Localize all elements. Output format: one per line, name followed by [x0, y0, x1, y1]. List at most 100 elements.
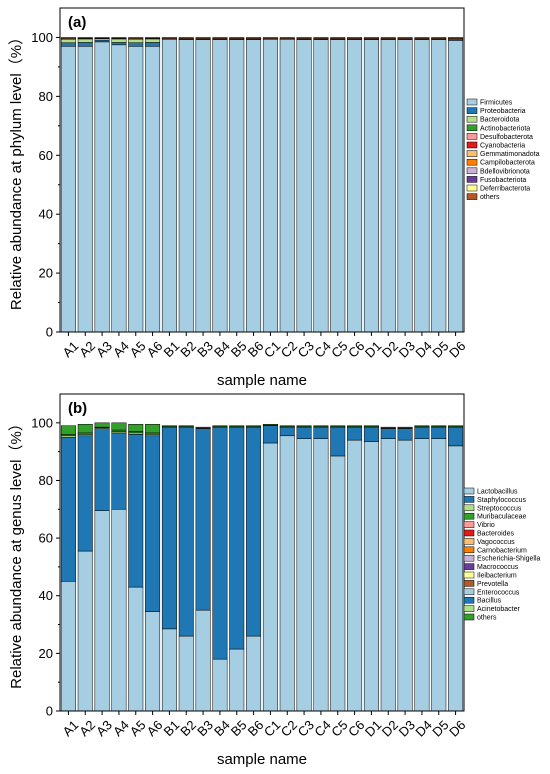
bar-segment-D6-0	[448, 40, 464, 333]
bar-segment-A4-2	[111, 38, 127, 43]
bar-segment-D1-0	[363, 39, 379, 333]
legend-swatch-5	[466, 141, 478, 149]
bar-segment-A5-11	[128, 37, 144, 39]
bar-segment-A1-2	[60, 38, 76, 44]
plot-frame	[59, 7, 465, 333]
bar-segment-A6-2	[145, 38, 161, 43]
bar-segment-A1-0	[60, 46, 76, 333]
bar-segment-A5-15	[128, 424, 144, 432]
bar-segment-C6-1	[347, 426, 363, 441]
bar-segment-A2-0	[77, 46, 93, 333]
legend-swatch-7	[466, 158, 478, 166]
legend-swatch-7	[463, 546, 475, 554]
legend-label-5: Bacteroides	[477, 531, 514, 538]
bar-segment-D3-11	[397, 37, 413, 39]
legend-label-7: Carnobacterium	[477, 547, 527, 554]
bar-segment-B6-0	[246, 635, 262, 712]
bar-segment-A5-1	[128, 42, 144, 47]
chart-panel-2: 020406080100A1A2A3A4A5A6B1B2B3B4B5B6C1C2…	[8, 393, 541, 768]
legend-swatch-8	[463, 554, 475, 562]
bar-segment-B5-11	[229, 37, 245, 39]
bar-segment-A4-15	[111, 422, 127, 431]
bar-segment-B4-1	[212, 426, 228, 660]
legend-label-10: Deferribacterota	[480, 186, 530, 193]
bar-segment-A5-0	[128, 586, 144, 712]
y-tick-label: 60	[39, 531, 53, 546]
bar-segment-B4-15	[212, 425, 228, 427]
y-axis-title: Relative abundance at genus level（%）	[8, 416, 25, 689]
legend-swatch-6	[466, 150, 478, 157]
bar-segment-C6-15	[347, 425, 363, 427]
legend-swatch-1	[463, 496, 475, 503]
bar-segment-D4-11	[414, 37, 430, 39]
bar-segment-C5-0	[330, 455, 346, 712]
bar-segment-B6-0	[246, 39, 262, 333]
legend-label-3: Muribaculaceae	[477, 514, 527, 521]
bar-segment-A1-1	[60, 42, 76, 47]
bar-segment-B1-1	[161, 426, 177, 630]
legend-swatch-9	[466, 176, 478, 183]
bar-segment-D3-0	[397, 439, 413, 712]
bar-segment-A5-1	[128, 434, 144, 588]
y-tick-label: 100	[31, 30, 53, 45]
bar-segment-A2-1	[77, 435, 93, 552]
bar-segment-D5-11	[431, 37, 447, 39]
bar-segment-B5-15	[229, 425, 245, 427]
bar-segment-A5-2	[128, 38, 144, 44]
legend-swatch-12	[463, 588, 475, 596]
bar-segment-A1-1	[60, 436, 76, 582]
bar-segment-D6-11	[448, 37, 464, 39]
legend-label-9: Fusobacteriota	[480, 177, 526, 184]
bar-segment-B6-15	[246, 425, 262, 427]
legend-swatch-13	[463, 596, 475, 604]
legend-label-11: others	[480, 194, 500, 201]
bar-segment-A6-1	[145, 42, 161, 47]
legend-label-11: Prevotella	[477, 581, 508, 588]
bar-segment-A6-0	[145, 611, 161, 712]
bar-segment-A4-0	[111, 44, 127, 333]
bar-segment-B6-1	[246, 426, 262, 637]
bar-segment-C3-0	[296, 39, 312, 333]
bar-segment-D1-1	[363, 426, 379, 442]
bar-segment-C2-1	[279, 426, 295, 437]
legend-swatch-10	[466, 184, 478, 192]
panel-label: (a)	[68, 14, 86, 31]
bar-segment-A4-1	[111, 42, 127, 46]
bar-segment-B2-15	[178, 425, 194, 427]
bar-segment-C4-15	[313, 425, 329, 427]
legend-swatch-8	[466, 167, 478, 175]
x-axis-title: sample name	[217, 751, 307, 768]
bar-segment-A2-11	[77, 37, 93, 39]
legend-label-3: Actinobacteriota	[480, 125, 530, 132]
bar-segment-B5-0	[229, 39, 245, 333]
bar-segment-A2-2	[77, 38, 93, 43]
bar-segment-C5-15	[330, 425, 346, 427]
bar-segment-A4-11	[111, 37, 127, 39]
bar-segment-B2-0	[178, 39, 194, 333]
bar-segment-B3-11	[195, 37, 211, 39]
bar-segment-A6-11	[145, 37, 161, 39]
bar-segment-C4-11	[313, 37, 329, 39]
y-tick-label: 20	[39, 646, 53, 661]
bar-segment-B2-1	[178, 426, 194, 637]
legend-label-7: Campilobacterota	[480, 160, 535, 167]
bar-segment-C6-0	[347, 439, 363, 712]
legend-label-13: Bacillus	[477, 598, 502, 605]
bar-segment-B3-1	[195, 428, 211, 611]
bar-segment-A2-15	[77, 424, 93, 434]
bar-segment-C4-0	[313, 39, 329, 333]
bar-segment-D2-1	[380, 428, 396, 439]
bar-segment-A2-1	[77, 42, 93, 47]
y-tick-label: 40	[39, 588, 53, 603]
legend-swatch-4	[466, 133, 478, 140]
bar-segment-C2-0	[279, 435, 295, 712]
y-tick-label: 100	[31, 415, 53, 430]
legend-label-2: Bacteroidota	[480, 117, 519, 124]
bar-segment-D6-15	[448, 425, 464, 427]
bar-segment-D3-15	[397, 426, 413, 429]
chart-panel-1: 020406080100A1A2A3A4A5A6B1B2B3B4B5B6C1C2…	[8, 7, 540, 389]
bars-group	[60, 37, 464, 333]
bar-segment-C2-0	[279, 38, 295, 333]
y-tick-label: 80	[39, 89, 53, 104]
bar-segment-C1-0	[262, 442, 278, 712]
